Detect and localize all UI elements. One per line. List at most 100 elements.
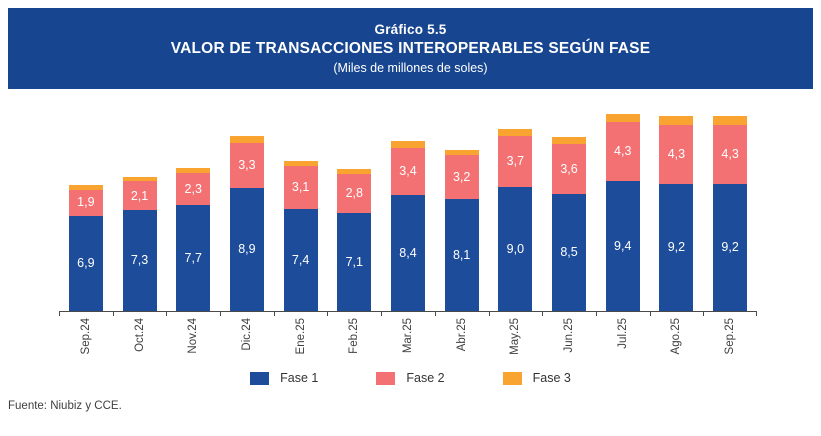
axis-tick: [595, 311, 597, 316]
bar-segment-fase-2: 3,1: [283, 166, 318, 209]
x-axis-label-cell: Ene.25: [274, 318, 328, 374]
bar-segment-fase-3: [337, 168, 372, 175]
bar-stack: 3,1 7,4: [283, 160, 318, 311]
bar-cell: 3,3 8,9: [220, 104, 274, 311]
chart-header: Gráfico 5.5 VALOR DE TRANSACCIONES INTER…: [8, 8, 813, 89]
bar-cell: 2,8 7,1: [327, 104, 381, 311]
x-axis-label: Ene.25: [294, 318, 307, 355]
bar-segment-fase-2: 4,3: [605, 121, 640, 182]
x-axis-label: Jun.25: [563, 318, 576, 353]
bar-segment-fase-3: [498, 128, 533, 136]
bar-segment-fase-1: 8,4: [390, 195, 425, 311]
bar-stack: 3,3 8,9: [229, 135, 264, 311]
legend-swatch-fase-3: [502, 371, 522, 385]
x-axis-label: Nov.24: [187, 318, 200, 354]
bar-stack: 3,4 8,4: [390, 141, 425, 311]
axis-tick: [220, 311, 222, 316]
bar-segment-fase-1: 9,0: [498, 186, 533, 311]
bar-value-label: 3,6: [560, 161, 578, 176]
axis-tick: [166, 311, 168, 316]
bar-value-label: 9,4: [614, 238, 632, 253]
legend-swatch-fase-1: [250, 371, 270, 385]
bar-stack: 2,1 7,3: [122, 177, 157, 311]
bar-cell: 3,1 7,4: [274, 104, 328, 311]
bar-segment-fase-3: [444, 149, 479, 156]
bar-segment-fase-1: 8,9: [229, 188, 264, 311]
x-axis-label: Oct.24: [133, 318, 146, 352]
x-axis-label: May.25: [509, 318, 522, 355]
bar-value-label: 6,9: [77, 256, 95, 271]
bar-segment-fase-2: 2,8: [337, 174, 372, 214]
x-axis-label: Sep.25: [724, 318, 737, 355]
bar-value-label: 7,3: [130, 253, 149, 268]
x-axis-label-cell: Nov.24: [166, 318, 220, 374]
bar-segment-fase-2: 2,1: [122, 181, 157, 211]
bar-segment-fase-1: 7,1: [337, 213, 372, 311]
bar-value-label: 3,3: [238, 158, 256, 173]
bar-stack: 3,2 8,1: [444, 149, 479, 311]
bar-segment-fase-1: 8,1: [444, 199, 479, 311]
bar-segment-fase-1: 9,4: [605, 181, 640, 311]
bar-segment-fase-2: 3,3: [229, 142, 264, 189]
bar-segment-fase-2: 3,6: [552, 144, 587, 194]
legend-label: Fase 2: [406, 371, 445, 385]
bar-value-label: 8,5: [560, 245, 578, 260]
bar-value-label: 8,1: [452, 247, 471, 262]
source-note: Fuente: Niubiz y CCE.: [8, 400, 122, 412]
bar-stack: 4,3 9,2: [713, 116, 748, 311]
bar-value-label: 1,9: [77, 195, 95, 210]
x-axis-label-cell: Jun.25: [542, 318, 596, 374]
x-axis-label-cell: Sep.25: [703, 318, 757, 374]
bar-cell: 2,1 7,3: [113, 104, 167, 311]
bar-segment-fase-3: [552, 137, 587, 145]
bar-stack: 2,8 7,1: [337, 168, 372, 311]
bar-value-label: 9,0: [506, 241, 525, 256]
plot-area: 1,9 6,9 2,1 7,3 2,3 7,7 3,3 8,9 3,1 7,4 2,8 7,1 3,4 8…: [59, 104, 757, 374]
bar-cell: 3,7 9,0: [489, 104, 543, 311]
bar-stack: 2,3 7,7: [176, 167, 211, 311]
bar-segment-fase-1: 9,2: [713, 184, 748, 311]
x-axis-label-cell: Mar.25: [381, 318, 435, 374]
bar-cell: 3,6 8,5: [542, 104, 596, 311]
x-axis-label-cell: Feb.25: [327, 318, 381, 374]
bar-segment-fase-1: 9,2: [659, 184, 694, 311]
axis-tick: [542, 311, 544, 316]
bars-row: 1,9 6,9 2,1 7,3 2,3 7,7 3,3 8,9 3,1 7,4 2,8 7,1 3,4 8…: [59, 104, 757, 311]
legend-item: Fase 1: [250, 371, 318, 385]
bar-segment-fase-3: [68, 185, 103, 190]
axis-tick: [327, 311, 329, 316]
x-axis-label: Dic.24: [240, 318, 253, 351]
bar-stack: 3,6 8,5: [552, 137, 587, 311]
bar-segment-fase-1: 7,3: [122, 210, 157, 311]
bar-segment-fase-2: 4,3: [659, 124, 694, 185]
bar-segment-fase-2: 2,3: [176, 173, 211, 205]
bar-value-label: 7,1: [345, 254, 363, 269]
bar-value-label: 3,4: [399, 164, 417, 179]
bar-cell: 3,4 8,4: [381, 104, 435, 311]
bar-value-label: 2,8: [345, 186, 363, 201]
bar-cell: 2,3 7,7: [166, 104, 220, 311]
x-axis-label: Mar.25: [401, 318, 414, 354]
axis-tick: [649, 311, 651, 316]
bar-cell: 4,3 9,2: [703, 104, 757, 311]
bar-segment-fase-2: 3,4: [390, 148, 425, 196]
axis-tick: [59, 311, 60, 316]
bar-value-label: 3,1: [291, 180, 310, 195]
legend-label: Fase 3: [532, 371, 571, 385]
chart-subtitle: (Miles de millones de soles): [333, 61, 488, 75]
bar-segment-fase-3: [229, 135, 264, 143]
bar-segment-fase-3: [122, 177, 157, 182]
bar-segment-fase-2: 4,3: [713, 124, 748, 185]
x-axis-label-cell: Ago.25: [650, 318, 704, 374]
bar-cell: 3,2 8,1: [435, 104, 489, 311]
legend-label: Fase 1: [280, 371, 319, 385]
bar-value-label: 9,2: [667, 240, 686, 255]
bar-segment-fase-3: [283, 160, 318, 167]
legend-item: Fase 3: [502, 371, 571, 385]
bar-value-label: 7,4: [291, 252, 310, 267]
bar-value-label: 7,7: [184, 250, 202, 265]
axis-tick: [112, 311, 114, 316]
chart-number: Gráfico 5.5: [374, 22, 447, 37]
bar-value-label: 4,3: [721, 147, 739, 162]
bar-value-label: 2,3: [184, 181, 202, 196]
